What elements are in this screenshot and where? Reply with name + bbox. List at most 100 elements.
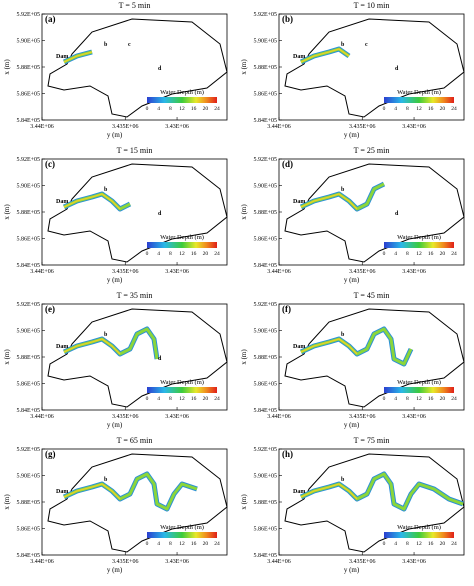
colorbar-tick: 16 [428, 396, 434, 402]
colorbar-tick: 20 [203, 541, 209, 547]
panel: T = 65 min (g) Dam b Water Depth (m) 0 4 8 12 16 2… [3, 436, 228, 574]
colorbar-tick: 8 [406, 251, 409, 257]
x-tick-label: 3.44E+06 [30, 124, 54, 130]
y-tick-label: 5.86E+05 [16, 237, 40, 243]
y-tick-label: 5.86E+05 [253, 382, 277, 388]
site-label: Dam [293, 199, 305, 205]
y-tick-label: 5.92E+05 [16, 302, 40, 308]
colorbar-tick: 20 [440, 106, 446, 112]
x-axis-label: y (m) [107, 566, 123, 574]
y-axis-label: x (m) [3, 204, 11, 220]
y-tick-label: 5.90E+05 [253, 39, 277, 45]
panel-title: T = 45 min [354, 291, 390, 300]
y-tick-label: 5.88E+05 [16, 500, 40, 506]
x-tick-label: 3.435E+06 [112, 269, 139, 275]
panel-label: (a) [45, 14, 56, 24]
site-label: b [341, 332, 345, 338]
y-axis-label: x (m) [240, 494, 248, 510]
x-tick-label: 3.43E+06 [402, 124, 426, 130]
x-tick-label: 3.435E+06 [349, 269, 376, 275]
x-axis-label: y (m) [344, 276, 360, 284]
colorbar-tick: 0 [146, 251, 149, 257]
plot-frame [278, 158, 465, 266]
site-label: Dam [56, 54, 68, 60]
x-tick-label: 3.435E+06 [112, 124, 139, 130]
x-axis-label: y (m) [107, 131, 123, 139]
colorbar-tick: 16 [428, 106, 434, 112]
x-tick-label: 3.435E+06 [112, 559, 139, 565]
site-label: b [104, 332, 108, 338]
site-label: b [104, 187, 108, 193]
colorbar-tick: 20 [203, 251, 209, 257]
colorbar-tick: 12 [416, 396, 422, 402]
colorbar-tick: 8 [169, 251, 172, 257]
site-label: Dam [293, 344, 305, 350]
x-tick-label: 3.43E+06 [165, 414, 189, 420]
site-label: d [395, 211, 399, 217]
colorbar-tick: 16 [428, 541, 434, 547]
colorbar-tick: 24 [451, 396, 457, 402]
panel: T = 35 min (e) Dam b d Water Depth (m) 0 4 8 12 16… [3, 291, 228, 429]
panel-label: (d) [282, 159, 293, 169]
x-tick-label: 3.435E+06 [349, 559, 376, 565]
colorbar-tick: 4 [157, 251, 160, 257]
plot-area: (c) Dam b d Water Depth (m) 0 4 8 12 16 20 24 5.92E+… [16, 157, 228, 275]
flood-deep [300, 193, 358, 210]
colorbar-tick: 0 [146, 106, 149, 112]
colorbar-tick: 12 [179, 396, 185, 402]
y-tick-label: 5.84E+05 [253, 118, 277, 124]
panel-title: T = 75 min [354, 436, 390, 445]
panel-title: T = 5 min [119, 1, 151, 10]
panel-label: (f) [282, 304, 291, 314]
x-tick-label: 3.435E+06 [349, 124, 376, 130]
colorbar-tick: 24 [451, 106, 457, 112]
colorbar-title: Water Depth (m) [397, 379, 441, 386]
x-tick-label: 3.435E+06 [112, 414, 139, 420]
colorbar-tick: 8 [169, 106, 172, 112]
colorbar-tick: 8 [406, 106, 409, 112]
site-label: Dam [56, 489, 68, 495]
colorbar-tick: 4 [394, 541, 397, 547]
site-label: d [158, 356, 162, 362]
boundary [284, 18, 465, 118]
y-tick-label: 5.90E+05 [16, 39, 40, 45]
plot-frame [278, 448, 465, 556]
y-axis-label: x (m) [240, 349, 248, 365]
y-tick-label: 5.86E+05 [16, 92, 40, 98]
colorbar-tick: 20 [440, 251, 446, 257]
x-tick-label: 3.43E+06 [402, 414, 426, 420]
panel: T = 5 min (a) Dam b c d Water Depth (m) 0 4 8 12 16… [3, 1, 228, 139]
x-tick-label: 3.43E+06 [165, 269, 189, 275]
y-tick-label: 5.86E+05 [253, 92, 277, 98]
panel: T = 25 min (d) Dam b d Water Depth (m) 0 4 8 12 16… [240, 146, 465, 284]
colorbar-tick: 0 [383, 251, 386, 257]
flood-deep [300, 483, 358, 500]
y-tick-label: 5.92E+05 [253, 447, 277, 453]
colorbar-tick: 16 [191, 541, 197, 547]
panel: T = 10 min (b) Dam b c d Water Depth (m) 0 4 8 12 1… [240, 1, 465, 139]
colorbar-tick: 16 [191, 396, 197, 402]
panel-title: T = 65 min [117, 436, 153, 445]
y-tick-label: 5.88E+05 [16, 65, 40, 71]
y-axis-label: x (m) [3, 349, 11, 365]
site-label: Dam [293, 54, 305, 60]
plot-area: (g) Dam b Water Depth (m) 0 4 8 12 16 20 24 5.92E+0… [16, 447, 228, 565]
y-tick-label: 5.84E+05 [16, 408, 40, 414]
panel-label: (c) [45, 159, 55, 169]
plot-area: (b) Dam b c d Water Depth (m) 0 4 8 12 16 20 24 5.92E… [253, 12, 465, 130]
plot-frame [41, 158, 228, 266]
colorbar-tick: 24 [451, 541, 457, 547]
y-axis-label: x (m) [240, 59, 248, 75]
y-tick-label: 5.90E+05 [253, 474, 277, 480]
colorbar-tick: 12 [179, 541, 185, 547]
colorbar-title: Water Depth (m) [160, 379, 204, 386]
colorbar-tick: 12 [179, 251, 185, 257]
plot-frame [41, 13, 228, 121]
colorbar [147, 532, 217, 538]
y-tick-label: 5.84E+05 [16, 118, 40, 124]
flood-deep [300, 48, 350, 63]
y-tick-label: 5.90E+05 [16, 184, 40, 190]
x-tick-label: 3.43E+06 [402, 269, 426, 275]
flood-deep [63, 193, 121, 210]
colorbar [147, 387, 217, 393]
